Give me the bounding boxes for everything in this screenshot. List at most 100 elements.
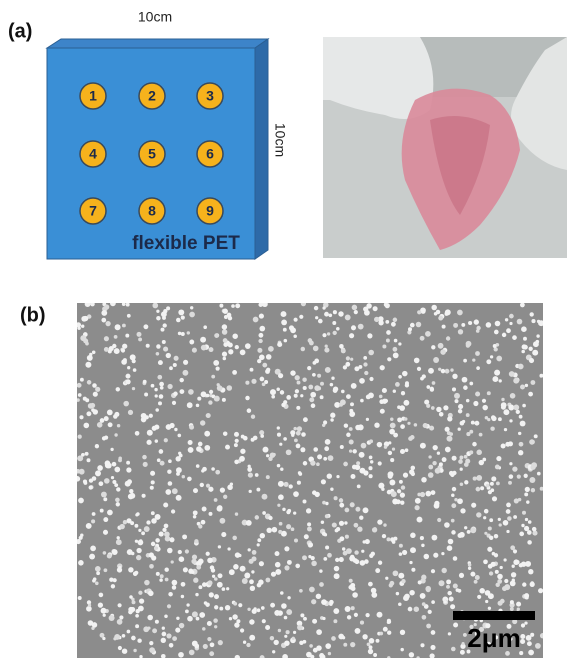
nanoparticle [495, 570, 499, 574]
nanoparticle [266, 528, 271, 533]
nanoparticle [202, 582, 207, 587]
nanoparticle [176, 495, 182, 501]
nanoparticle [209, 347, 214, 352]
nanoparticle [280, 390, 284, 394]
nanoparticle [234, 460, 239, 465]
nanoparticle [92, 579, 96, 583]
nanoparticle [118, 646, 122, 650]
nanoparticle [164, 567, 168, 571]
spot-label: 4 [89, 146, 97, 162]
nanoparticle [154, 425, 159, 430]
nanoparticle [287, 560, 292, 565]
nanoparticle [198, 559, 204, 565]
spot-label: 1 [89, 88, 97, 104]
nanoparticle [170, 423, 175, 428]
nanoparticle [405, 448, 409, 452]
nanoparticle [206, 552, 210, 556]
nanoparticle [235, 439, 239, 443]
nanoparticle [390, 423, 396, 429]
nanoparticle [344, 423, 348, 427]
nanoparticle [512, 579, 515, 582]
nanoparticle [430, 645, 435, 650]
nanoparticle [90, 546, 96, 552]
nanoparticle [141, 531, 145, 535]
nanoparticle [223, 357, 227, 361]
nanoparticle [451, 494, 455, 498]
nanoparticle [259, 430, 264, 435]
nanoparticle [391, 322, 396, 327]
nanoparticle [343, 551, 348, 556]
nanoparticle [514, 498, 519, 503]
nanoparticle [460, 650, 465, 655]
nanoparticle [187, 402, 193, 408]
nanoparticle [283, 400, 287, 404]
nanoparticle [149, 552, 154, 557]
nanoparticle [78, 498, 84, 504]
nanoparticle [209, 512, 213, 516]
nanoparticle [89, 353, 92, 356]
nanoparticle [336, 475, 339, 478]
nanoparticle [506, 530, 509, 533]
nanoparticle [108, 422, 113, 427]
nanoparticle [227, 313, 232, 318]
nanoparticle [284, 482, 289, 487]
nanoparticle [321, 479, 326, 484]
nanoparticle [92, 476, 97, 481]
nanoparticle [186, 603, 189, 606]
nanoparticle [490, 482, 494, 486]
nanoparticle [145, 415, 149, 419]
nanoparticle [441, 369, 445, 373]
nanoparticle [495, 321, 501, 327]
nanoparticle [275, 551, 280, 556]
nanoparticle [84, 481, 88, 485]
nanoparticle [488, 526, 492, 530]
nanoparticle [317, 386, 321, 390]
nanoparticle [206, 484, 210, 488]
nanoparticle [101, 608, 107, 614]
nanoparticle [526, 500, 529, 503]
nanoparticle [205, 602, 209, 606]
nanoparticle [249, 579, 254, 584]
nanoparticle [201, 469, 204, 472]
nanoparticle [103, 614, 106, 617]
nanoparticle [286, 609, 292, 615]
nanoparticle [540, 487, 544, 491]
nanoparticle [240, 566, 246, 572]
nanoparticle [277, 504, 280, 507]
nanoparticle [330, 487, 333, 490]
nanoparticle [283, 328, 287, 332]
nanoparticle [431, 569, 435, 573]
nanoparticle [286, 524, 291, 529]
nanoparticle [289, 325, 294, 330]
nanoparticle [491, 562, 496, 567]
nanoparticle [78, 435, 82, 439]
nanoparticle [444, 600, 447, 603]
nanoparticle [167, 548, 173, 554]
nanoparticle [208, 400, 212, 404]
nanoparticle [214, 577, 218, 581]
nanoparticle [452, 456, 457, 461]
nanoparticle [221, 532, 226, 537]
scale-bar [453, 611, 535, 620]
nanoparticle [105, 463, 111, 469]
nanoparticle [316, 629, 322, 635]
nanoparticle [476, 512, 481, 517]
nanoparticle [325, 545, 329, 549]
nanoparticle [97, 422, 103, 428]
nanoparticle [235, 303, 240, 308]
nanoparticle [445, 312, 449, 316]
nanoparticle [516, 602, 521, 607]
nanoparticle [78, 393, 82, 397]
nanoparticle [259, 354, 265, 360]
nanoparticle [132, 359, 136, 363]
nanoparticle [452, 471, 456, 475]
nanoparticle [167, 384, 172, 389]
nanoparticle [345, 508, 350, 513]
nanoparticle [177, 434, 181, 438]
nanoparticle [409, 590, 414, 595]
nanoparticle [528, 520, 532, 524]
nanoparticle [215, 470, 220, 475]
nanoparticle [488, 490, 492, 494]
nanoparticle [363, 356, 367, 360]
nanoparticle [198, 585, 202, 589]
